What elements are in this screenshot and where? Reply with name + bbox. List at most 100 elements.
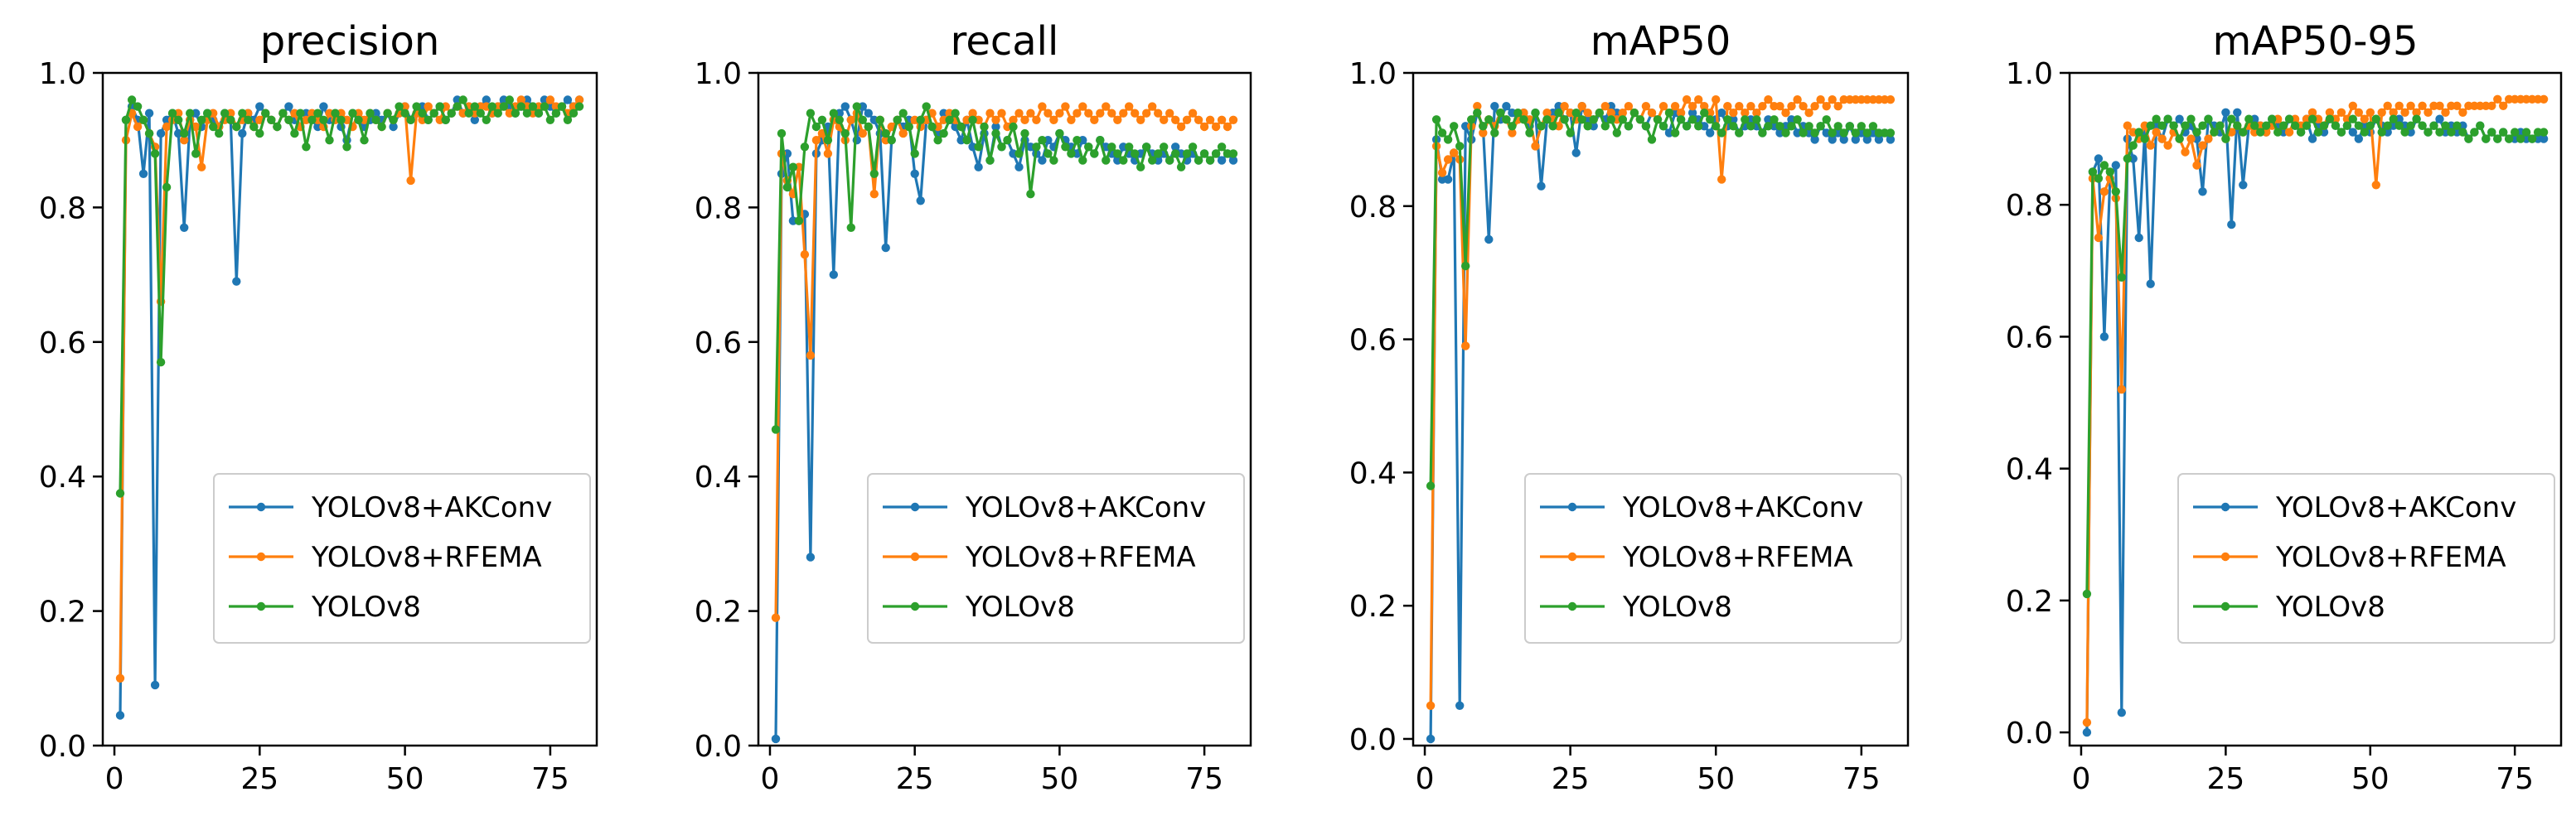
data-point bbox=[377, 122, 386, 132]
data-point bbox=[1816, 122, 1825, 131]
data-point bbox=[115, 674, 125, 683]
data-point bbox=[255, 128, 264, 138]
data-point bbox=[574, 102, 584, 111]
legend-box bbox=[867, 473, 1245, 644]
data-point bbox=[1049, 115, 1058, 124]
data-point bbox=[2210, 128, 2219, 137]
data-point bbox=[1787, 102, 1796, 111]
data-point bbox=[2348, 114, 2357, 123]
x-tick-label: 75 bbox=[531, 762, 569, 796]
chart-panel-mAP50: mAP50 0 25 50 75 0.0 0.2 0.4 0.6 0.8 1.0 YOLOv8+AKC… bbox=[1349, 18, 1910, 796]
x-tick-label: 0 bbox=[105, 762, 124, 796]
data-point bbox=[1641, 102, 1651, 111]
data-point bbox=[1182, 115, 1192, 124]
data-point bbox=[2389, 108, 2398, 117]
data-point bbox=[1687, 115, 1697, 124]
y-tick-label: 1.0 bbox=[2006, 57, 2053, 91]
data-point bbox=[2204, 114, 2213, 123]
data-point bbox=[1560, 115, 1569, 124]
legend-label: YOLOv8 bbox=[965, 591, 1075, 624]
legend-label: YOLOv8+AKConv bbox=[2275, 491, 2516, 524]
data-point bbox=[1009, 122, 1018, 132]
data-point bbox=[406, 176, 415, 186]
data-point bbox=[1810, 135, 1819, 144]
data-point bbox=[1217, 142, 1227, 152]
series-line-0 bbox=[1429, 104, 1892, 740]
x-tick-label: 0 bbox=[761, 762, 780, 796]
data-point bbox=[162, 122, 172, 132]
data-point bbox=[2354, 108, 2363, 117]
data-point bbox=[2157, 134, 2167, 143]
y-tick-label: 0.2 bbox=[1349, 590, 1397, 624]
data-point bbox=[974, 162, 983, 171]
data-point bbox=[138, 115, 148, 124]
data-point bbox=[1490, 102, 1499, 111]
data-point bbox=[220, 109, 230, 118]
data-point bbox=[487, 102, 496, 111]
data-point bbox=[1113, 149, 1122, 158]
data-point bbox=[1833, 122, 1842, 131]
data-point bbox=[2221, 108, 2230, 117]
data-point bbox=[238, 128, 247, 138]
data-point bbox=[1694, 95, 1703, 104]
x-tick-label: 25 bbox=[896, 762, 934, 796]
data-point bbox=[968, 115, 977, 124]
data-point bbox=[2418, 121, 2427, 130]
data-point bbox=[1618, 115, 1628, 124]
data-point bbox=[1443, 155, 1453, 164]
data-point bbox=[794, 216, 804, 225]
data-point bbox=[2423, 108, 2433, 117]
data-point bbox=[1228, 156, 1238, 165]
data-point bbox=[133, 102, 143, 111]
data-point bbox=[412, 102, 421, 111]
data-point bbox=[2088, 167, 2098, 176]
data-point bbox=[191, 149, 201, 158]
data-point bbox=[2111, 187, 2120, 196]
x-tick-label: 50 bbox=[386, 762, 424, 796]
data-point bbox=[2082, 727, 2092, 737]
data-point bbox=[1571, 148, 1581, 157]
data-point bbox=[968, 109, 977, 118]
data-point bbox=[1026, 190, 1035, 199]
data-point bbox=[1741, 115, 1750, 124]
data-point bbox=[2412, 108, 2421, 117]
data-point bbox=[1752, 109, 1761, 118]
data-point bbox=[2435, 128, 2444, 137]
data-point bbox=[1746, 122, 1755, 131]
data-point bbox=[910, 169, 919, 178]
data-point bbox=[1810, 128, 1819, 138]
data-point bbox=[115, 711, 125, 720]
data-point bbox=[1508, 122, 1517, 131]
data-point bbox=[2134, 233, 2143, 243]
data-point bbox=[2239, 128, 2248, 137]
data-point bbox=[360, 136, 369, 145]
data-point bbox=[2539, 94, 2549, 104]
data-point bbox=[1560, 102, 1569, 111]
data-point bbox=[2146, 121, 2155, 130]
data-point bbox=[244, 115, 253, 124]
data-point bbox=[2278, 121, 2288, 130]
data-point bbox=[1542, 115, 1552, 124]
data-point bbox=[1188, 142, 1198, 152]
data-point bbox=[1032, 115, 1041, 124]
y-tick-label: 1.0 bbox=[39, 57, 86, 91]
data-point bbox=[2152, 128, 2161, 137]
data-point bbox=[2099, 187, 2109, 196]
data-point bbox=[2302, 121, 2312, 130]
data-point bbox=[424, 115, 433, 124]
data-point bbox=[1055, 109, 1064, 118]
legend-label: YOLOv8 bbox=[1622, 591, 1732, 624]
data-point bbox=[1443, 135, 1453, 144]
data-point bbox=[209, 122, 218, 132]
data-point bbox=[1026, 109, 1035, 118]
data-point bbox=[2470, 128, 2479, 137]
data-point bbox=[1014, 162, 1024, 171]
data-point bbox=[1822, 102, 1831, 111]
data-point bbox=[516, 95, 525, 104]
data-point bbox=[447, 109, 456, 118]
legend-swatch-marker bbox=[2220, 502, 2230, 512]
data-point bbox=[869, 169, 879, 178]
y-tick-label: 0.0 bbox=[1349, 723, 1397, 757]
data-point bbox=[2423, 128, 2433, 137]
legend-swatch-marker bbox=[1567, 552, 1577, 562]
